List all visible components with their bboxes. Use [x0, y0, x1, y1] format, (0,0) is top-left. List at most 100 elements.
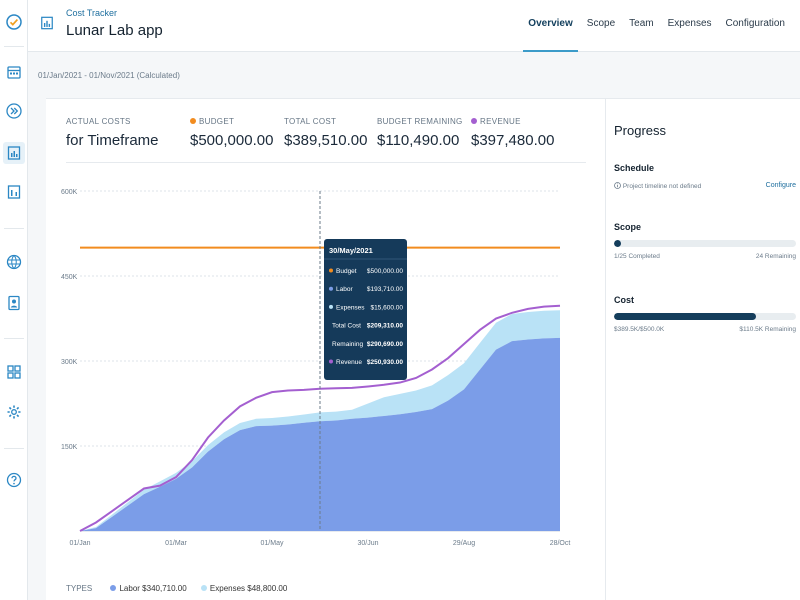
budget-dot — [190, 118, 196, 124]
cost-remaining: $110.5K Remaining — [739, 326, 796, 333]
schedule-label: Schedule — [614, 163, 655, 173]
cost-overview-card: ACTUAL COSTS for Timeframe BUDGET $500,0… — [46, 98, 606, 600]
grid-icon[interactable] — [6, 364, 22, 380]
chart-legend: TYPES Labor $340,710.00 Expenses $48,800… — [66, 584, 299, 593]
scope-label: Scope — [614, 222, 642, 232]
stat-budget: BUDGET $500,000.00 — [190, 117, 273, 149]
cost-section: Cost $389.5K/$500.0K $110.5K Remaining — [614, 295, 796, 333]
tab-expenses[interactable]: Expenses — [667, 18, 712, 29]
x-tick-label: 30/Jun — [357, 540, 378, 547]
x-tick-label: 01/Mar — [165, 540, 187, 547]
left-nav-rail — [0, 0, 28, 600]
tooltip-label: Total Cost — [332, 323, 361, 330]
stat-revenue: REVENUE $397,480.00 — [471, 117, 554, 149]
total-cost-label: TOTAL COST — [284, 117, 337, 126]
calendar-icon[interactable] — [6, 64, 22, 80]
legend-expenses-label: Expenses — [209, 584, 246, 593]
scope-section: Scope 1/25 Completed 24 Remaining — [614, 222, 796, 260]
date-range-bar: 01/Jan/2021 - 01/Nov/2021 (Calculated) — [28, 52, 800, 98]
legend-expenses-value: $48,800.00 — [247, 584, 288, 593]
tab-bar: Overview Scope Team Expenses Configurati… — [521, 0, 792, 53]
revenue-value: $397,480.00 — [471, 132, 555, 149]
chart-tooltip — [324, 239, 407, 380]
schedule-note: Project timeline not defined — [622, 183, 702, 190]
stat-total-cost: TOTAL COST $389,510.00 — [284, 117, 367, 149]
x-tick-label: 29/Aug — [453, 540, 475, 547]
y-tick-label: 300K — [61, 359, 78, 366]
info-icon — [614, 182, 621, 189]
budget-value: $500,000.00 — [190, 132, 274, 149]
actual-costs-label: ACTUAL COSTS — [66, 117, 131, 126]
scope-remaining: 24 Remaining — [755, 253, 796, 260]
cost-progress-fill — [614, 313, 756, 320]
cost-label: Cost — [614, 295, 634, 305]
x-tick-label: 01/Jan — [69, 540, 90, 547]
x-tick-label: 28/Oct — [550, 540, 571, 547]
legend-labor-value: $340,710.00 — [142, 584, 187, 593]
summary-stats: ACTUAL COSTS for Timeframe BUDGET $500,0… — [66, 117, 586, 163]
bar-report-icon[interactable] — [6, 184, 22, 200]
tooltip-label: Remaining — [332, 341, 363, 348]
budget-label: BUDGET — [199, 117, 235, 126]
tooltip-dot — [329, 304, 333, 309]
tab-overview[interactable]: Overview — [521, 0, 579, 53]
tooltip-value: $15,600.00 — [370, 304, 403, 311]
cost-chart[interactable]: 150K 300K 450K 600K 01/Jan 01/Mar 01/May 30/Jun… — [46, 177, 606, 577]
scope-completed: 1/25 Completed — [614, 253, 660, 260]
tab-configuration[interactable]: Configuration — [725, 18, 785, 29]
scope-progress-bar — [614, 240, 796, 247]
budget-remaining-value: $110,490.00 — [377, 132, 460, 149]
chart-doc-icon — [40, 16, 54, 30]
date-range[interactable]: 01/Jan/2021 - 01/Nov/2021 (Calculated) — [38, 71, 180, 80]
tab-team[interactable]: Team — [629, 18, 654, 29]
stat-actual-costs: ACTUAL COSTS for Timeframe — [66, 117, 159, 149]
chart-doc-icon[interactable] — [3, 142, 25, 164]
y-tick-label: 450K — [61, 274, 78, 281]
scope-progress-fill — [614, 240, 622, 247]
app-header: Cost Tracker Lunar Lab app Overview Scop… — [28, 0, 800, 53]
x-tick-label: 01/May — [261, 540, 284, 547]
tooltip-value: $209,310.00 — [367, 323, 404, 330]
schedule-section: Schedule Project timeline not defined Co… — [614, 163, 796, 190]
rail-divider — [4, 448, 24, 449]
tooltip-dot — [329, 286, 333, 291]
progress-panel: Progress Schedule Project timeline not d… — [606, 98, 800, 600]
configure-link[interactable]: Configure — [765, 182, 796, 189]
revenue-label: REVENUE — [480, 117, 521, 126]
help-icon[interactable] — [6, 472, 22, 488]
tooltip-value: $250,930.00 — [367, 359, 404, 366]
rail-divider — [4, 46, 24, 47]
gear-icon[interactable] — [6, 404, 22, 420]
tooltip-label: Budget — [336, 268, 357, 275]
tooltip-dot — [329, 268, 333, 273]
tooltip-dot — [329, 359, 333, 364]
tooltip-date: 30/May/2021 — [329, 246, 373, 255]
cost-spent: $389.5K/$500.0K — [614, 326, 665, 333]
cost-progress-bar — [614, 313, 796, 320]
globe-icon[interactable] — [6, 254, 22, 270]
person-badge-icon[interactable] — [6, 295, 22, 311]
stat-budget-remaining: BUDGET REMAINING $110,490.00 — [377, 117, 463, 149]
tooltip-label: Expenses — [336, 304, 365, 311]
total-cost-value: $389,510.00 — [284, 132, 368, 149]
gutter — [28, 98, 46, 600]
y-tick-label: 600K — [61, 189, 78, 196]
double-chevron-icon[interactable] — [6, 103, 22, 119]
legend-labor[interactable]: Labor $340,710.00 — [110, 584, 187, 593]
tooltip-value: $193,710.00 — [367, 286, 404, 293]
y-tick-label: 150K — [61, 444, 78, 451]
page-title: Lunar Lab app — [66, 22, 163, 39]
tooltip-value: $290,690.00 — [367, 341, 404, 348]
labor-area — [80, 337, 560, 531]
timeframe-label: for Timeframe — [66, 132, 159, 149]
rail-divider — [4, 338, 24, 339]
legend-expenses[interactable]: Expenses $48,800.00 — [200, 584, 288, 593]
progress-title: Progress — [614, 123, 667, 138]
tooltip-value: $500,000.00 — [367, 268, 404, 275]
tab-scope[interactable]: Scope — [586, 18, 616, 29]
tooltip-label: Labor — [336, 286, 353, 293]
revenue-dot — [471, 118, 477, 124]
budget-remaining-label: BUDGET REMAINING — [377, 117, 463, 126]
expenses-area — [80, 310, 560, 531]
check-circle-icon[interactable] — [6, 14, 22, 30]
